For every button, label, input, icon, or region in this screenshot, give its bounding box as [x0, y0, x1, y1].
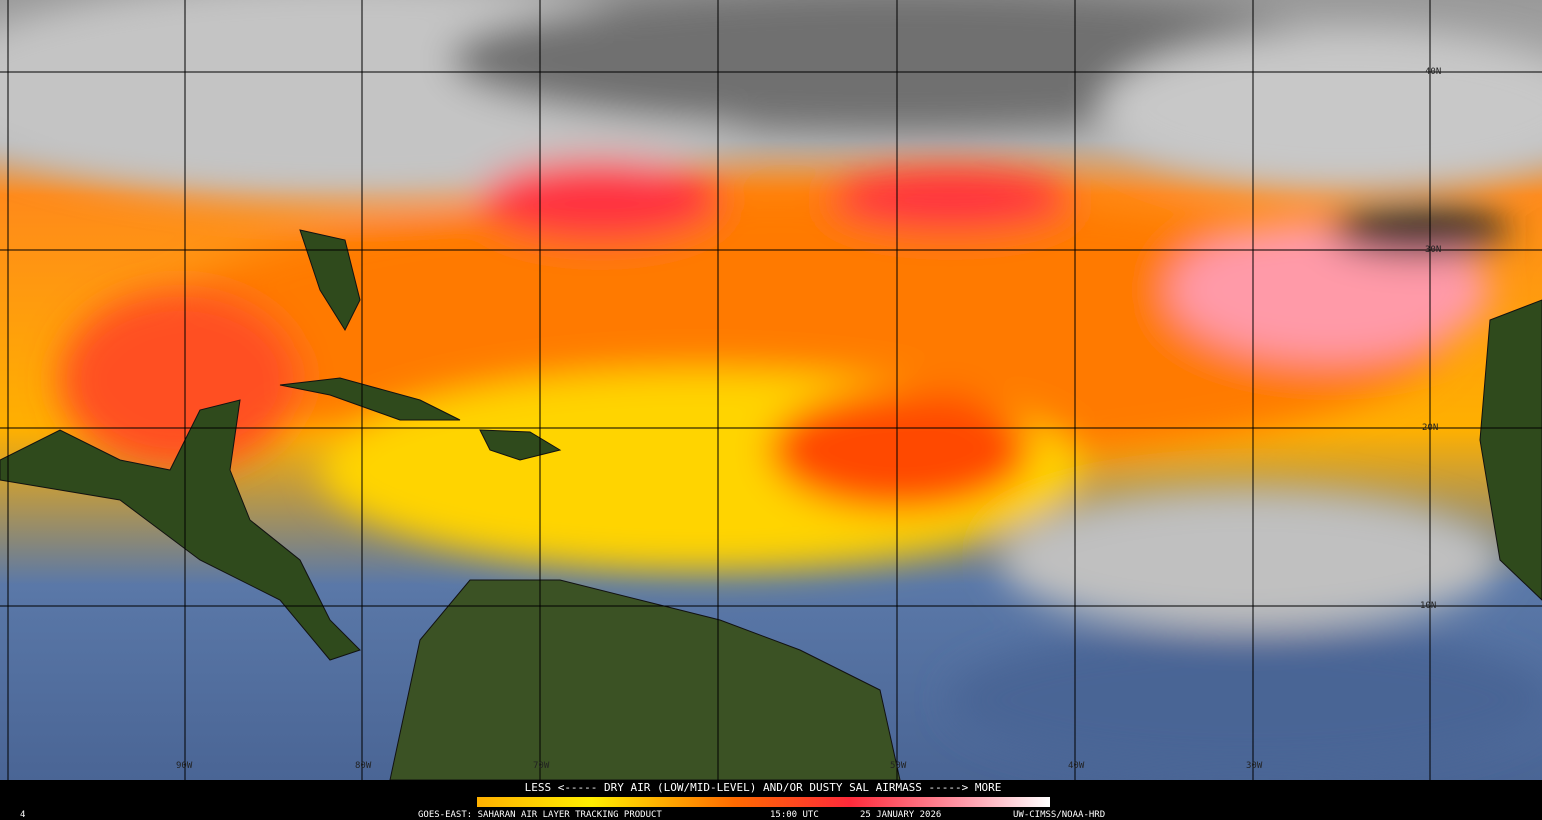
- lat-label: 30N: [1425, 245, 1441, 255]
- lon-label: 30W: [1246, 761, 1263, 771]
- lon-label: 40W: [1068, 761, 1085, 771]
- lon-label: 50W: [890, 761, 907, 771]
- lon-label: 80W: [355, 761, 372, 771]
- lat-label: 20N: [1422, 423, 1438, 433]
- credit: UW-CIMSS/NOAA-HRD: [1013, 810, 1105, 820]
- time: 15:00 UTC: [770, 810, 819, 820]
- lat-label: 10N: [1420, 601, 1436, 611]
- graticule: [0, 0, 1542, 780]
- date: 25 JANUARY 2026: [860, 810, 941, 820]
- frame-number: 4: [20, 810, 25, 820]
- imagery: 40N 30N 20N 10N 90W 80W 70W 50W 40W 30W: [0, 0, 1542, 781]
- product-name: GOES-EAST: SAHARAN AIR LAYER TRACKING PR…: [418, 810, 662, 820]
- lat-label: 40N: [1425, 67, 1441, 77]
- lon-label: 90W: [176, 761, 193, 771]
- legend-caption: LESS <----- DRY AIR (LOW/MID-LEVEL) AND/…: [525, 781, 1002, 794]
- lon-label: 70W: [533, 761, 550, 771]
- color-scale: [477, 797, 1050, 807]
